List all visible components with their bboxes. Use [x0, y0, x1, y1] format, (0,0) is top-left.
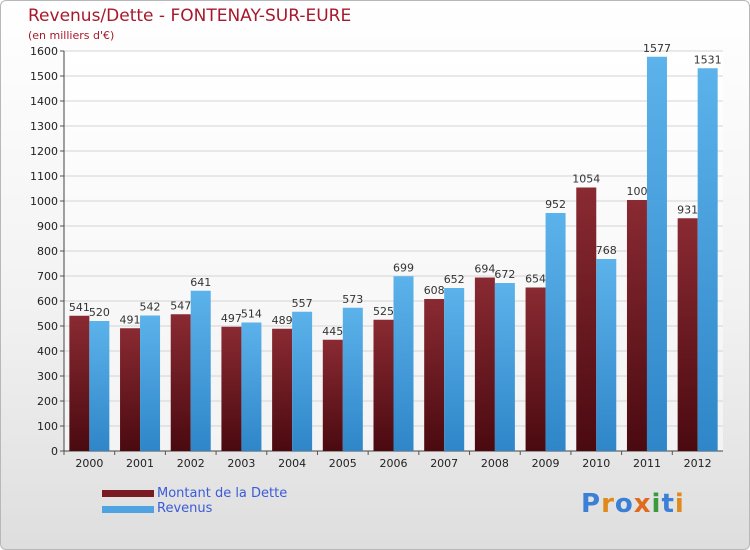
y-tick-label: 500	[37, 320, 58, 333]
x-tick-label: 2001	[126, 457, 154, 470]
bar-dette	[120, 328, 141, 451]
data-label-revenus: 573	[342, 293, 363, 306]
bar-revenus	[190, 290, 211, 451]
data-label-dette: 541	[69, 301, 90, 314]
y-tick-label: 1000	[30, 195, 58, 208]
y-tick-label: 800	[37, 245, 58, 258]
bar-revenus	[393, 276, 414, 451]
x-tick-label: 2011	[633, 457, 661, 470]
y-tick-label: 1500	[30, 70, 58, 83]
legend-label-revenus: Revenus	[157, 501, 213, 516]
data-label-revenus: 557	[292, 297, 313, 310]
bar-dette	[525, 287, 546, 451]
bar-revenus	[292, 311, 313, 451]
x-tick-label: 2008	[481, 457, 509, 470]
data-label-dette: 525	[373, 305, 394, 318]
y-tick-label: 400	[37, 345, 58, 358]
bar-revenus	[89, 321, 110, 451]
data-label-dette: 445	[322, 325, 343, 338]
x-tick-label: 2007	[430, 457, 458, 470]
bar-revenus	[545, 213, 566, 451]
y-tick-label: 1100	[30, 170, 58, 183]
data-label-revenus: 542	[140, 301, 161, 314]
data-label-revenus: 520	[89, 306, 110, 319]
x-tick-label: 2003	[227, 457, 255, 470]
brand-letter: i	[674, 489, 685, 519]
data-label-revenus: 699	[393, 261, 414, 274]
bar-revenus	[444, 288, 465, 451]
brand-letter: x	[633, 489, 652, 519]
bar-dette	[474, 277, 495, 451]
data-label-dette: 489	[272, 314, 293, 327]
data-label-dette: 1054	[572, 173, 600, 186]
bar-dette	[373, 319, 394, 451]
y-tick-label: 900	[37, 220, 58, 233]
brand-letter: r	[601, 489, 615, 519]
x-tick-label: 2006	[380, 457, 408, 470]
bar-dette	[576, 187, 597, 451]
data-label-dette: 100	[626, 185, 647, 198]
bar-dette	[170, 314, 191, 451]
bar-dette	[272, 328, 293, 451]
bar-revenus	[241, 322, 262, 451]
bar-dette	[221, 326, 242, 451]
bar-revenus	[140, 315, 161, 451]
x-tick-label: 2002	[177, 457, 205, 470]
legend-swatch-revenus	[102, 506, 154, 513]
y-tick-label: 1600	[30, 45, 58, 58]
data-label-revenus: 641	[190, 276, 211, 289]
data-label-dette: 547	[170, 299, 191, 312]
y-tick-label: 1400	[30, 95, 58, 108]
data-label-dette: 654	[525, 273, 546, 286]
x-tick-label: 2010	[582, 457, 610, 470]
y-tick-label: 300	[37, 370, 58, 383]
y-tick-label: 1200	[30, 145, 58, 158]
chart-title: Revenus/Dette - FONTENAY-SUR-EURE	[28, 6, 352, 26]
bar-dette	[322, 339, 343, 451]
data-label-dette: 491	[120, 313, 141, 326]
bar-revenus	[494, 283, 515, 451]
x-tick-label: 2012	[684, 457, 712, 470]
data-label-dette: 694	[474, 263, 495, 276]
brand-letter: i	[651, 489, 662, 519]
data-label-revenus: 768	[596, 244, 617, 257]
y-tick-label: 200	[37, 395, 58, 408]
data-label-revenus: 672	[494, 268, 515, 281]
data-label-revenus: 652	[444, 273, 465, 286]
y-tick-label: 0	[51, 445, 58, 458]
data-label-dette: 608	[424, 284, 445, 297]
x-tick-label: 2009	[532, 457, 560, 470]
brand-letter: o	[614, 489, 634, 519]
bar-revenus	[342, 307, 363, 451]
bar-dette	[69, 315, 90, 451]
y-tick-label: 700	[37, 270, 58, 283]
y-tick-label: 1300	[30, 120, 58, 133]
bar-dette	[677, 218, 698, 451]
x-tick-label: 2004	[278, 457, 306, 470]
brand-letter: P	[581, 489, 602, 519]
y-tick-label: 600	[37, 295, 58, 308]
data-label-revenus: 1577	[643, 42, 671, 55]
bar-dette	[424, 299, 445, 451]
bar-revenus	[697, 68, 718, 451]
legend-label-dette: Montant de la Dette	[157, 486, 288, 501]
bar-revenus	[646, 56, 667, 451]
data-label-revenus: 952	[545, 198, 566, 211]
x-tick-label: 2000	[75, 457, 103, 470]
bar-dette	[626, 200, 647, 451]
data-label-revenus: 1531	[694, 53, 722, 66]
legend-swatch-dette	[102, 490, 154, 497]
chart-subtitle: (en milliers d'€)	[28, 29, 115, 42]
x-tick-label: 2005	[329, 457, 357, 470]
data-label-dette: 931	[677, 203, 698, 216]
brand-logo: Proxiti	[581, 489, 685, 519]
data-label-revenus: 514	[241, 308, 262, 321]
bar-revenus	[596, 259, 617, 451]
brand-letter: t	[661, 489, 675, 519]
data-label-dette: 497	[221, 312, 242, 325]
y-tick-label: 100	[37, 420, 58, 433]
